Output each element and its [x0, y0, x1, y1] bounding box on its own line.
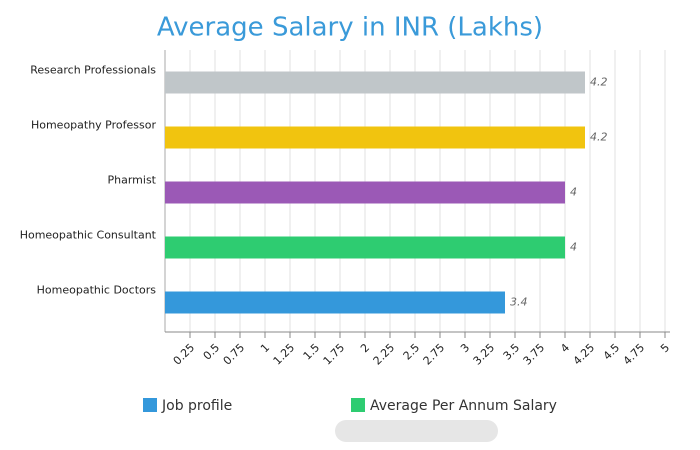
y-tick-label: Homeopathic Doctors [37, 284, 157, 297]
bar [165, 236, 565, 259]
legend-swatch [351, 398, 365, 412]
x-tick-label: 3.5 [501, 341, 523, 363]
x-tick-label: 2.25 [371, 341, 398, 368]
x-tick-label: 1.5 [301, 341, 323, 363]
x-tick-label: 0.75 [221, 341, 248, 368]
blurred-box [335, 420, 498, 442]
y-tick-label: Homeopathy Professor [31, 119, 157, 132]
bar [165, 71, 585, 94]
bar [165, 181, 565, 204]
y-tick-label: Pharmist [108, 174, 157, 187]
data-label: 3.4 [510, 296, 528, 309]
x-tick-label: 4.25 [571, 341, 598, 368]
x-tick-label: 5 [658, 341, 672, 355]
data-label: 4.2 [590, 76, 608, 89]
legend-label: Job profile [161, 398, 232, 414]
data-label: 4 [570, 241, 577, 254]
x-tick-label: 3 [458, 341, 472, 355]
x-tick-label: 3.25 [471, 341, 498, 368]
x-tick-label: 4.75 [621, 341, 648, 368]
x-tick-label: 2.75 [421, 341, 448, 368]
x-tick-label: 4.5 [601, 341, 623, 363]
x-tick-label: 1.75 [321, 341, 348, 368]
x-tick-label: 0.25 [171, 341, 198, 368]
legend-swatch [143, 398, 157, 412]
chart-title: Average Salary in INR (Lakhs) [157, 13, 543, 43]
y-tick-label: Homeopathic Consultant [20, 229, 157, 242]
x-tick-label: 4 [558, 341, 572, 355]
x-tick-label: 1.25 [271, 341, 298, 368]
data-label: 4 [570, 186, 577, 199]
legend-label: Average Per Annum Salary [370, 398, 557, 414]
x-tick-label: 3.75 [521, 341, 548, 368]
x-tick-label: 0.5 [201, 341, 223, 363]
x-tick-label: 2 [358, 341, 372, 355]
y-tick-label: Research Professionals [30, 64, 156, 77]
x-tick-label: 1 [258, 341, 272, 355]
data-label: 4.2 [590, 131, 608, 144]
bar [165, 126, 585, 149]
bar [165, 291, 505, 314]
x-tick-label: 2.5 [401, 341, 423, 363]
